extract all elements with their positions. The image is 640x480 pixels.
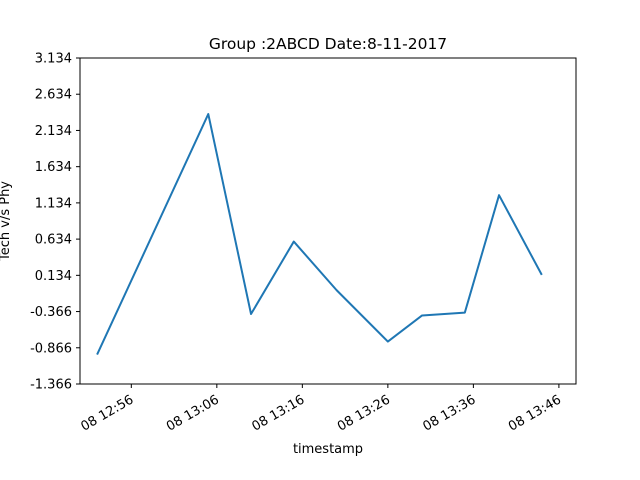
y-axis-label: Tech v/s Phy — [0, 181, 13, 262]
plot-area — [80, 58, 576, 384]
y-tick-label: -0.366 — [30, 305, 72, 320]
y-tick-label: 3.134 — [35, 52, 72, 67]
y-tick-label: 2.634 — [35, 88, 72, 103]
x-tick-label: 08 13:16 — [249, 392, 307, 434]
series-layer — [96, 113, 543, 356]
x-tick-label: 08 13:26 — [335, 392, 393, 434]
series-line — [96, 113, 543, 356]
x-axis-label: timestamp — [293, 442, 363, 457]
y-axis-ticks: -1.366 -0.866 -0.366 0.134 0.634 1.134 1.634 2.… — [30, 52, 80, 393]
y-tick-label: 1.134 — [35, 196, 72, 211]
y-tick-label: 1.634 — [35, 160, 72, 175]
x-tick-label: 08 13:46 — [506, 392, 564, 434]
chart-title: Group :2ABCD Date:8-11-2017 — [209, 35, 447, 53]
x-axis-ticks: 08 12:56 08 13:06 08 13:16 08 13:26 08 13:36… — [78, 384, 564, 435]
y-tick-label: -0.866 — [30, 341, 72, 356]
x-tick-label: 08 13:06 — [164, 392, 222, 434]
y-tick-label: -1.366 — [30, 378, 72, 393]
y-tick-label: 0.134 — [35, 269, 72, 284]
y-tick-label: 2.134 — [35, 124, 72, 139]
plot-frame — [79, 57, 577, 385]
y-tick-label: 0.634 — [35, 233, 72, 248]
x-tick-label: 08 13:36 — [421, 392, 479, 434]
x-tick-label: 08 12:56 — [78, 392, 136, 434]
